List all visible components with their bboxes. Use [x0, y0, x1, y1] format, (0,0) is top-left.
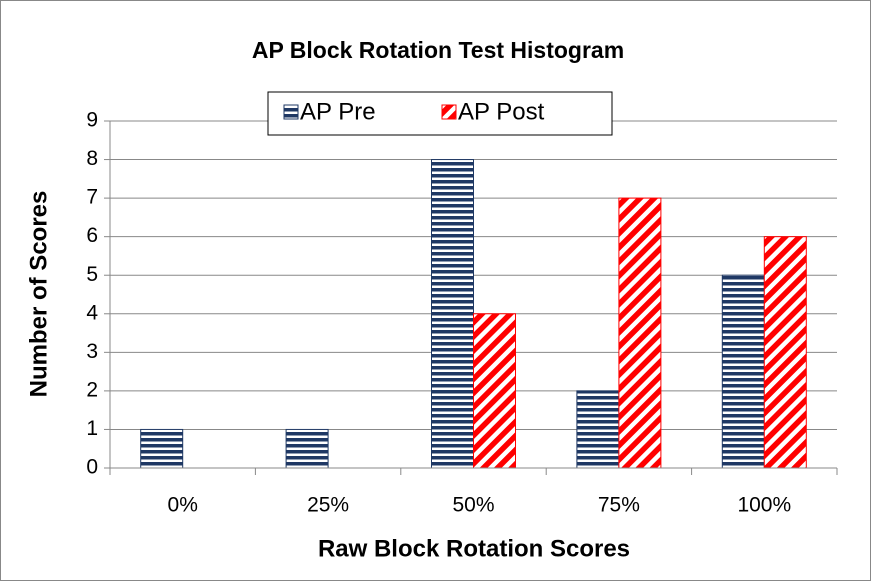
x-tick-label: 50%: [452, 494, 494, 517]
y-tick-label: 5: [86, 263, 98, 286]
y-tick-label: 8: [86, 147, 98, 170]
x-tick-label: 25%: [307, 494, 349, 517]
bar: [140, 428, 184, 469]
bar: [721, 274, 765, 469]
y-tick-label: 0: [86, 456, 98, 479]
y-tick-label: 1: [86, 417, 98, 440]
x-tick-label: 100%: [737, 494, 791, 517]
bar: [431, 159, 474, 469]
legend-box: [267, 91, 613, 136]
x-axis-label: Raw Block Rotation Scores: [318, 535, 630, 562]
bar: [618, 197, 662, 469]
chart-title: AP Block Rotation Test Histogram: [252, 37, 624, 63]
legend-label: AP Post: [458, 98, 545, 125]
bar: [576, 390, 620, 469]
y-tick-label: 4: [86, 301, 98, 324]
legend-label: AP Pre: [300, 98, 376, 125]
y-tick-label: 3: [86, 340, 98, 363]
y-tick-label: 9: [86, 109, 98, 132]
bar: [285, 428, 329, 469]
y-tick-label: 7: [86, 186, 98, 209]
legend-swatch: [441, 104, 457, 120]
bar: [473, 313, 516, 469]
legend-swatch: [283, 104, 299, 120]
y-tick-label: 6: [86, 224, 98, 247]
legend: AP Pre AP Post: [267, 91, 613, 136]
y-tick-label: 2: [86, 378, 98, 401]
y-axis-label: Number of Scores: [25, 191, 52, 398]
x-tick-label: 75%: [598, 494, 640, 517]
x-tick-label: 0%: [168, 494, 198, 517]
bar: [763, 236, 807, 469]
